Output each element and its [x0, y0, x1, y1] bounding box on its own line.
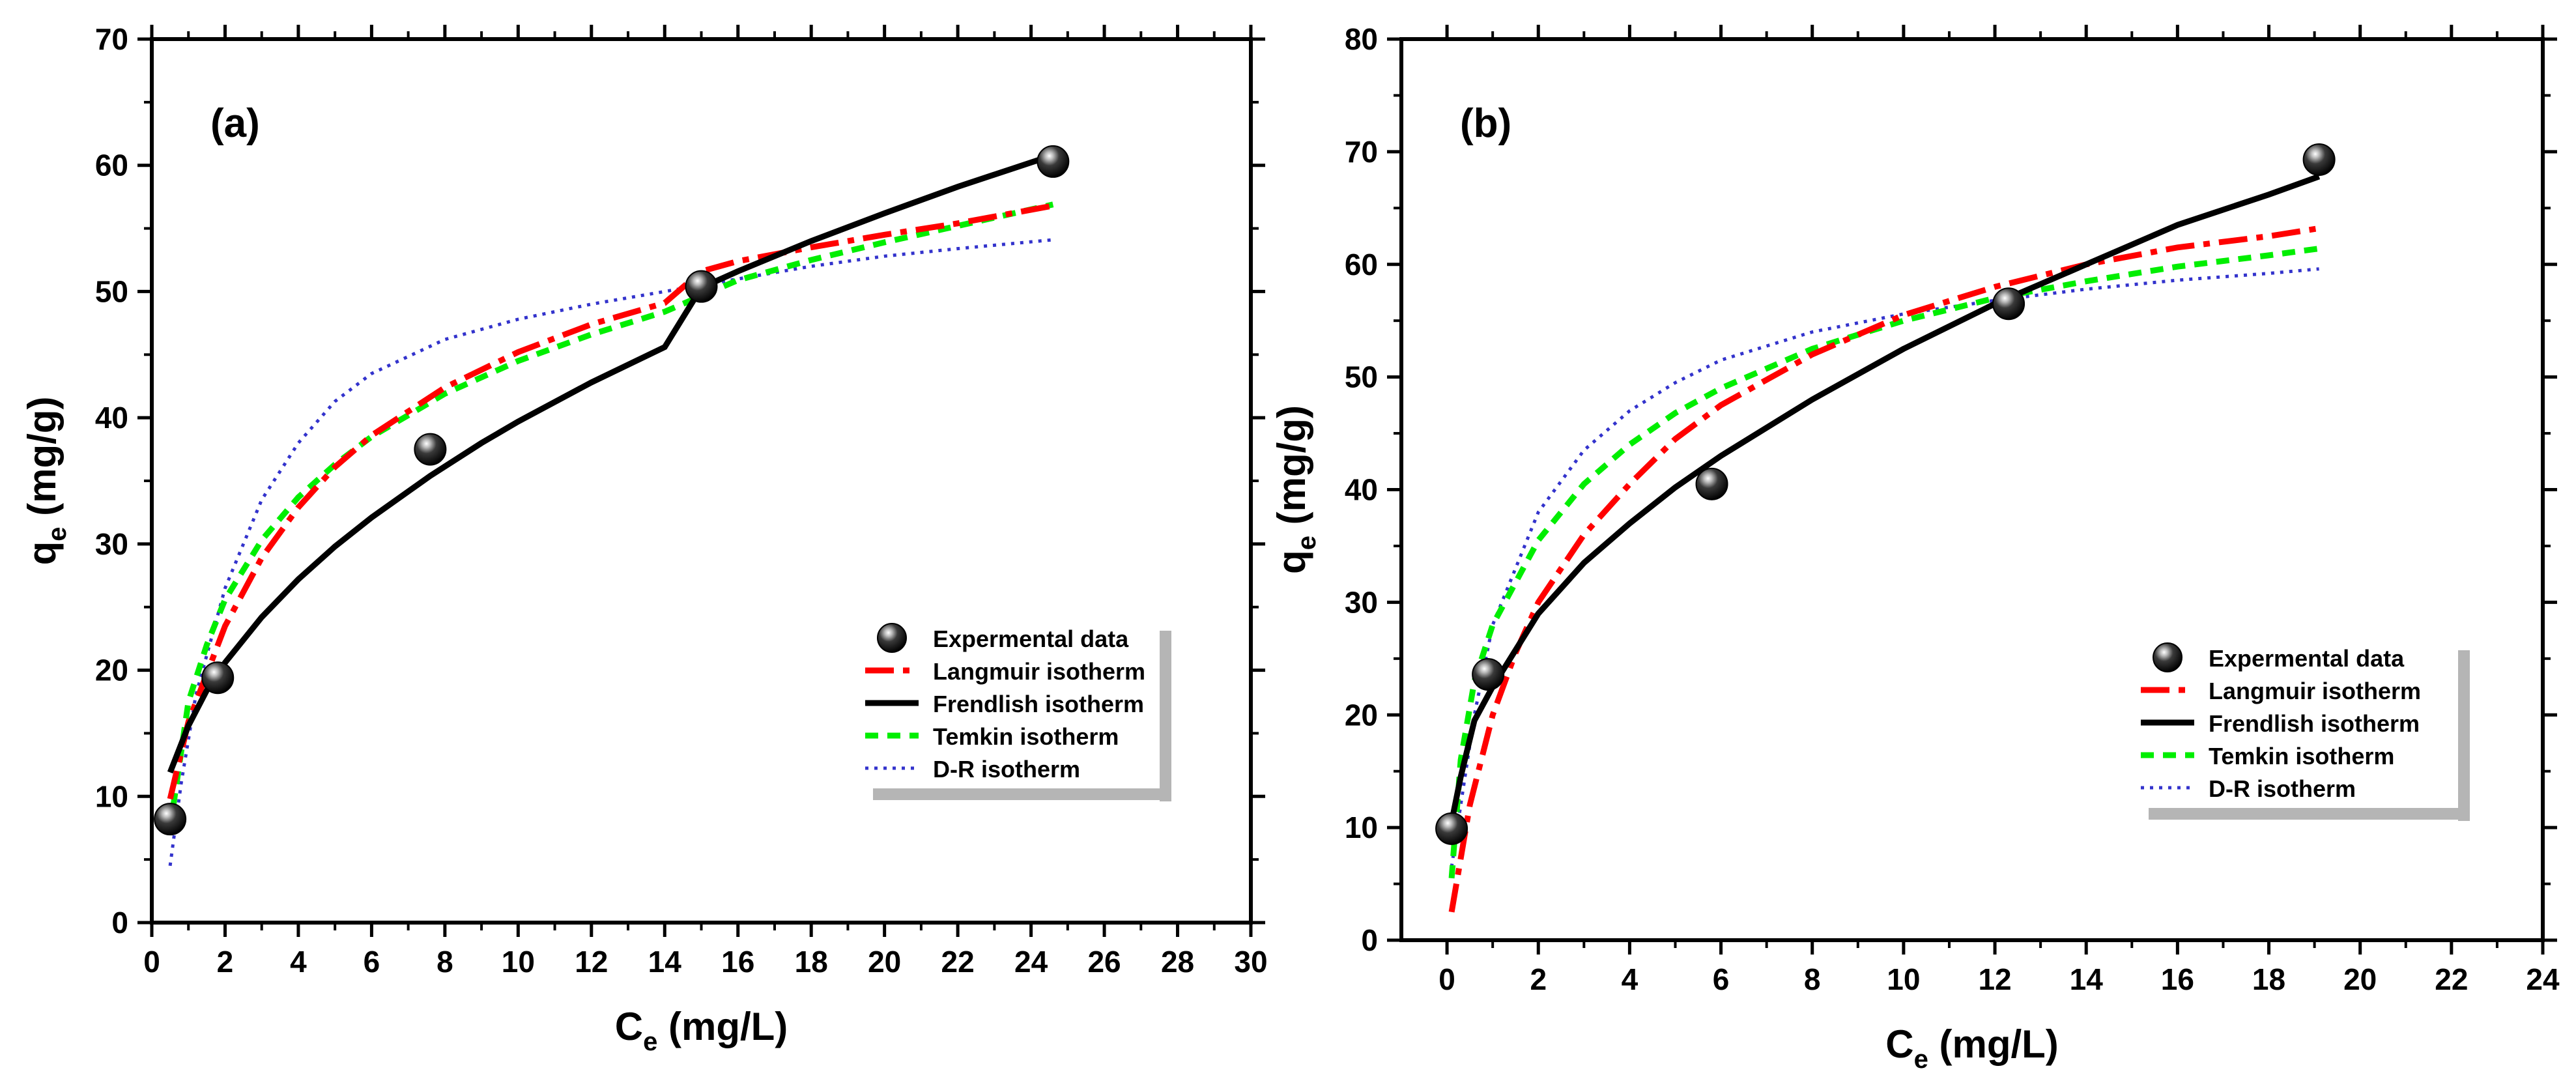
- legend-shadow-horizontal: [2149, 808, 2470, 820]
- y-tick-label: 10: [95, 779, 128, 813]
- x-tick-label: 2: [1530, 962, 1547, 996]
- x-tick-label: 16: [721, 945, 754, 979]
- series-line-temkin-isotherm: [167, 201, 1054, 829]
- series-line-temkin-isotherm: [1448, 246, 2320, 879]
- legend-label: Temkin isotherm: [933, 723, 1119, 750]
- x-tick-label: 6: [1713, 962, 1730, 996]
- x-tick-label: 22: [941, 945, 975, 979]
- x-tick-label: 26: [1087, 945, 1121, 979]
- plot-frame: [1399, 37, 2545, 942]
- x-tick-label: 18: [2252, 962, 2285, 996]
- series-line-langmuir-isotherm: [167, 203, 1054, 800]
- panel-label: (b): [1460, 101, 1511, 146]
- x-tick-label: 10: [1887, 962, 1920, 996]
- experimental-point: [1992, 287, 2025, 321]
- y-tick-label: 0: [1361, 923, 1378, 957]
- legend-label: Frendlish isotherm: [933, 691, 1144, 717]
- experimental-point: [685, 270, 718, 303]
- y-tick-label: 30: [95, 527, 128, 561]
- x-tick-label: 4: [290, 945, 307, 979]
- experimental-point: [1472, 658, 1505, 691]
- x-tick-label: 28: [1161, 945, 1194, 979]
- y-tick-label: 20: [95, 654, 128, 687]
- x-axis-label: Ce (mg/L): [615, 1005, 788, 1056]
- experimental-point: [2302, 143, 2336, 176]
- legend-label: Expermental data: [2209, 645, 2405, 672]
- x-tick-label: 16: [2161, 962, 2194, 996]
- x-tick-label: 30: [1234, 945, 1267, 979]
- experimental-point: [414, 433, 447, 466]
- legend-label: D-R isotherm: [2209, 775, 2356, 802]
- x-tick-label: 2: [217, 945, 234, 979]
- legend-shadow-horizontal: [873, 788, 1171, 800]
- y-tick-label: 70: [1345, 135, 1378, 169]
- legend-label: Langmuir isotherm: [2209, 678, 2421, 704]
- y-tick-label: 50: [95, 274, 128, 308]
- y-tick-label: 10: [1345, 811, 1378, 844]
- legend-marker: [2153, 642, 2182, 672]
- series-line-d-r-isotherm: [168, 238, 1053, 867]
- panel-label: (a): [210, 101, 260, 146]
- experimental-point: [154, 803, 187, 836]
- y-tick-label: 0: [111, 906, 128, 940]
- x-tick-label: 0: [1438, 962, 1455, 996]
- x-tick-label: 20: [2343, 962, 2377, 996]
- y-tick-label: 40: [95, 401, 128, 435]
- legend-shadow-vertical: [2458, 650, 2470, 821]
- x-tick-label: 14: [648, 945, 682, 979]
- series-line-frendlish-isotherm: [1448, 173, 2321, 823]
- chart-panel-a: 0 2 4 6 8 10 12 14 16 18 20 22 24 26 28 300102030405060…: [20, 22, 1268, 1056]
- y-axis-label: qe (mg/g): [1270, 405, 1321, 574]
- x-tick-label: 10: [502, 945, 535, 979]
- experimental-point: [201, 661, 235, 695]
- experimental-point: [1435, 812, 1468, 845]
- y-tick-label: 80: [1345, 22, 1378, 56]
- series-line-langmuir-isotherm: [1448, 225, 2320, 913]
- legend-label: Temkin isotherm: [2209, 743, 2394, 769]
- x-tick-label: 24: [2526, 962, 2560, 996]
- x-tick-label: 8: [1804, 962, 1821, 996]
- x-tick-label: 22: [2435, 962, 2468, 996]
- x-tick-label: 4: [1622, 962, 1639, 996]
- y-tick-label: 60: [95, 149, 128, 182]
- legend-label: Frendlish isotherm: [2209, 710, 2420, 737]
- x-tick-label: 0: [143, 945, 160, 979]
- legend-shadow-vertical: [1160, 631, 1171, 801]
- legend-label: D-R isotherm: [933, 756, 1080, 783]
- x-tick-label: 12: [575, 945, 608, 979]
- series-line-frendlish-isotherm: [167, 152, 1054, 774]
- y-tick-label: 30: [1345, 585, 1378, 619]
- x-tick-label: 14: [2070, 962, 2104, 996]
- legend-label: Expermental data: [933, 625, 1129, 652]
- legend-marker: [877, 623, 907, 653]
- chart-panel-b: 0 2 4 6 8 10 12 14 16 18 20 22 2401020304050607080Ce…: [1270, 22, 2560, 1074]
- x-tick-label: 24: [1014, 945, 1048, 979]
- y-tick-label: 50: [1345, 360, 1378, 394]
- y-tick-label: 60: [1345, 248, 1378, 281]
- x-tick-label: 8: [436, 945, 453, 979]
- y-tick-label: 40: [1345, 473, 1378, 507]
- x-tick-label: 18: [795, 945, 828, 979]
- x-tick-label: 12: [1978, 962, 2011, 996]
- x-tick-label: 20: [868, 945, 901, 979]
- experimental-point: [1695, 467, 1728, 500]
- legend-label: Langmuir isotherm: [933, 658, 1145, 685]
- x-axis-label: Ce (mg/L): [1885, 1022, 2059, 1074]
- y-tick-label: 70: [95, 22, 128, 56]
- x-tick-label: 6: [364, 945, 380, 979]
- y-axis-label: qe (mg/g): [20, 397, 72, 566]
- y-tick-label: 20: [1345, 698, 1378, 732]
- experimental-point: [1037, 145, 1070, 178]
